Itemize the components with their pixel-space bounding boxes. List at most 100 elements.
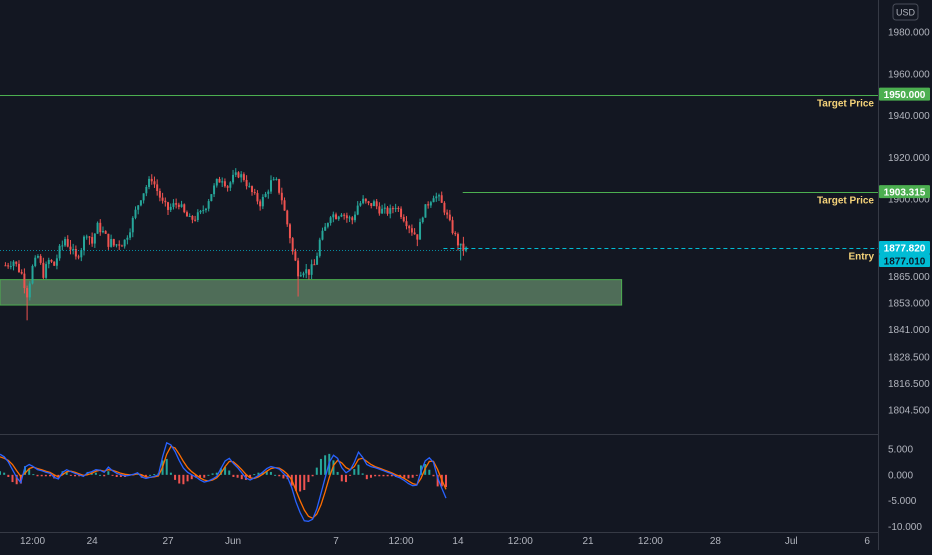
- macd-hist-bar: [274, 474, 277, 476]
- candle-body: [207, 201, 210, 209]
- macd-hist-bar: [40, 474, 43, 477]
- candle-body: [305, 269, 308, 274]
- candle-body: [183, 204, 186, 213]
- price-tag-label: 1903.315: [884, 188, 926, 199]
- time-tick-label: 12:00: [389, 536, 414, 547]
- candle-body: [129, 232, 132, 238]
- macd-hist-bar: [349, 474, 352, 476]
- candle-body: [408, 226, 411, 229]
- candle-body: [275, 179, 278, 181]
- price-tag: [879, 185, 930, 199]
- macd-hist-bar: [211, 473, 214, 475]
- macd-hist-bar: [49, 474, 52, 477]
- level-label: Entry: [848, 252, 874, 263]
- candle-body: [191, 216, 194, 220]
- macd-hist-bar: [28, 469, 31, 475]
- macd-hist-bar: [374, 474, 377, 477]
- macd-hist-bar: [149, 474, 152, 476]
- macd-hist-bar: [428, 469, 431, 475]
- time-axis[interactable]: 12:00 24 27 Jun 7 12:00 14 12:00 21 12:00 28 Jul 6: [0, 532, 878, 548]
- candle-body: [134, 209, 137, 218]
- candle-body: [17, 263, 20, 273]
- candle-body: [69, 246, 72, 250]
- candle-body: [218, 178, 221, 183]
- candle-body: [185, 212, 188, 217]
- candle-body: [112, 239, 115, 246]
- time-tick-label: Jul: [785, 536, 798, 547]
- candle-body: [440, 195, 443, 203]
- candle-body: [356, 205, 359, 215]
- currency-badge[interactable]: USD: [892, 3, 919, 21]
- candle-body: [313, 264, 316, 266]
- macd-axis[interactable]: 5.000 0.000 -5.000 -10.000: [888, 445, 922, 534]
- price-tick-label: 1828.500: [888, 352, 930, 363]
- time-tick-label: 24: [87, 536, 99, 547]
- price-tick-label: 1853.000: [888, 298, 930, 309]
- candle-body: [294, 251, 297, 261]
- candle-body: [131, 217, 134, 233]
- candle-body: [435, 196, 438, 199]
- macd-hist-bar: [32, 474, 35, 476]
- candle-body: [164, 200, 167, 203]
- macd-hist-bar: [294, 474, 297, 491]
- price-axis[interactable]: 1980.000 1960.000 1940.000 1920.000 1900.000…: [888, 28, 930, 417]
- candle-body: [199, 210, 202, 213]
- macd-hist-bar: [203, 474, 206, 478]
- candle-body: [34, 257, 37, 266]
- candle-body: [367, 201, 370, 204]
- candle-body: [15, 261, 18, 264]
- candle-body: [204, 208, 207, 211]
- macd-hist-bar: [44, 474, 47, 477]
- candle-body: [234, 172, 237, 175]
- macd-hist-bar: [382, 474, 385, 477]
- candle-body: [36, 256, 39, 258]
- candle-body: [150, 178, 153, 182]
- time-tick-label: Jun: [225, 536, 241, 547]
- candle-body: [261, 196, 264, 207]
- macd-hist-bar: [278, 474, 281, 477]
- candle-body: [256, 193, 259, 202]
- macd-hist-bar: [403, 474, 406, 478]
- candle-body: [259, 201, 262, 207]
- candle-body: [28, 283, 31, 298]
- macd-hist-bar: [224, 466, 227, 475]
- macd-hist-bar: [174, 474, 177, 480]
- level-label: Target Price: [817, 99, 874, 110]
- candle-body: [72, 248, 75, 250]
- macd-hist-bar: [432, 474, 435, 477]
- candle-body: [413, 232, 416, 235]
- macd-hist-bar: [261, 471, 264, 475]
- time-tick-label: 27: [162, 536, 174, 547]
- macd-hist-bar: [407, 474, 410, 479]
- macd-hist-bar: [94, 472, 97, 475]
- candle-body: [337, 216, 340, 220]
- candle-body: [45, 264, 48, 278]
- price-tick-label: 1804.500: [888, 406, 930, 417]
- candle-body: [240, 174, 243, 178]
- time-tick-label: 12:00: [20, 536, 45, 547]
- macd-lines: [0, 441, 447, 522]
- macd-hist-bar: [307, 474, 310, 483]
- price-tag: [879, 254, 930, 268]
- macd-hist-bar: [153, 474, 156, 476]
- candle-body: [177, 204, 180, 207]
- macd-hist-bar: [199, 474, 202, 478]
- candle-body: [451, 220, 454, 234]
- candle-body: [343, 214, 346, 216]
- candle-body: [142, 193, 145, 201]
- candle-body: [31, 265, 34, 284]
- macd-hist-bar: [249, 474, 252, 478]
- candle-body: [402, 217, 405, 222]
- macd-hist-bar: [332, 460, 335, 475]
- candle-body: [104, 231, 107, 234]
- macd-hist-bar: [78, 474, 81, 477]
- candle-body: [107, 233, 110, 247]
- candle-body: [446, 212, 449, 215]
- candle-body: [7, 265, 10, 267]
- candle-body: [419, 222, 422, 240]
- time-tick-label: 12:00: [508, 536, 533, 547]
- candle-body: [53, 261, 56, 266]
- candle-body: [115, 244, 118, 246]
